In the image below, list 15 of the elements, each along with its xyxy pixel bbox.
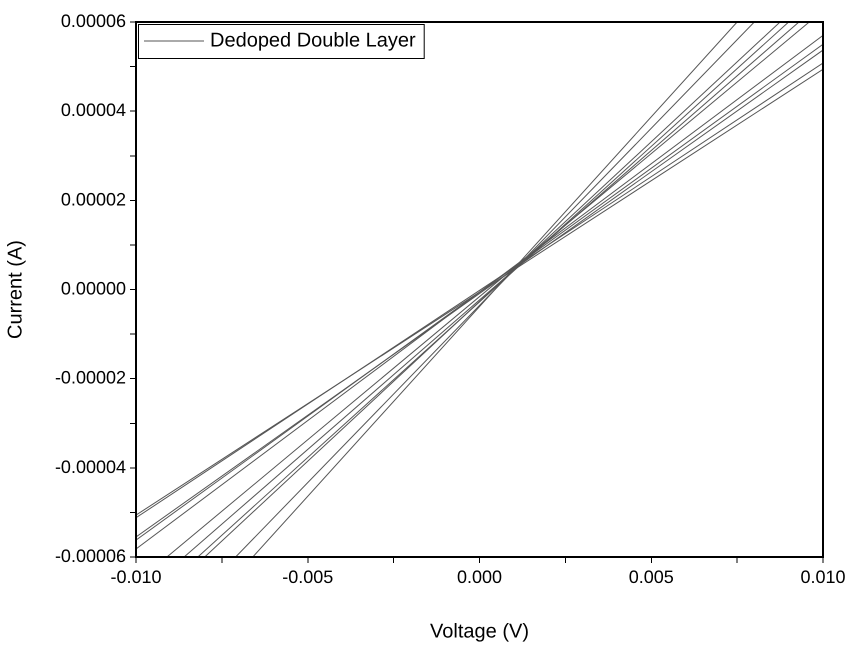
y-tick-label: 0.00006 xyxy=(60,10,126,31)
y-tick-label: 0.00004 xyxy=(60,100,126,120)
y-tick-label: 0.00000 xyxy=(60,278,126,298)
x-tick-label: 0.005 xyxy=(628,566,674,587)
x-tick-label: 0.000 xyxy=(456,566,502,587)
y-tick-label: -0.00006 xyxy=(54,546,126,566)
y-tick-label: -0.00004 xyxy=(54,456,126,477)
legend-label: Dedoped Double Layer xyxy=(210,30,416,52)
x-tick-label: 0.010 xyxy=(800,566,846,587)
y-tick-label: 0.00002 xyxy=(60,189,126,210)
x-axis-title: Voltage (V) xyxy=(430,620,529,643)
x-tick-label: -0.010 xyxy=(110,566,162,587)
y-axis-title: Current (A) xyxy=(4,240,27,339)
x-tick-label: -0.005 xyxy=(282,566,334,587)
y-tick-label: -0.00002 xyxy=(54,368,126,388)
